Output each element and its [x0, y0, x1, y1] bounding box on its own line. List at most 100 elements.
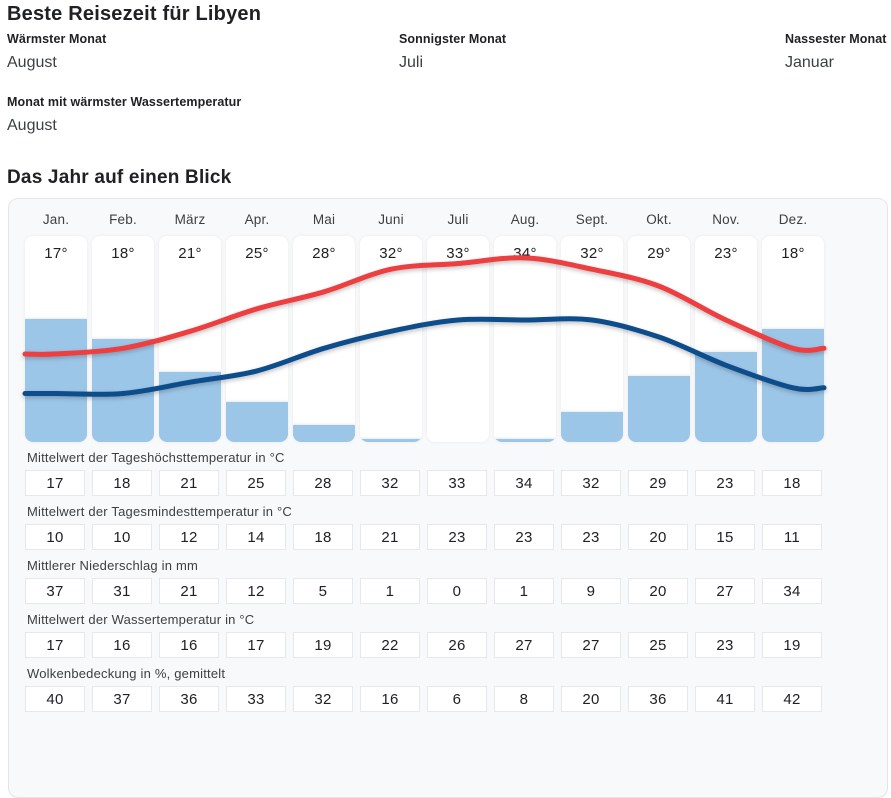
month-label: Mai [312, 212, 336, 227]
month-max-temp-label: 23° [714, 245, 738, 262]
month-column: 23° [695, 236, 757, 442]
precipitation-bar [159, 372, 221, 442]
month-max-temp-label: 29° [647, 245, 671, 262]
table-cell: 27 [695, 578, 755, 604]
table-cell: 27 [561, 632, 621, 658]
table-cell: 23 [494, 524, 554, 550]
month-column: 32° [561, 236, 623, 442]
table-cell: 18 [762, 470, 822, 496]
month-label: Juli [447, 212, 469, 227]
table-cell: 26 [427, 632, 487, 658]
stat-wettest-month: Nassester Monat Januar [785, 32, 891, 74]
month-label: Aug. [510, 212, 540, 227]
stat-value: Januar [785, 54, 834, 71]
table-cell: 23 [695, 470, 755, 496]
table-cell: 10 [92, 524, 152, 550]
table-row-label: Mittelwert der Tageshöchsttemperatur in … [27, 450, 285, 465]
table-cell: 25 [628, 632, 688, 658]
stat-value: August [7, 117, 57, 134]
table-cell: 19 [762, 632, 822, 658]
table-cell: 9 [561, 578, 621, 604]
precipitation-bar [561, 412, 623, 442]
table-cell: 23 [561, 524, 621, 550]
month-max-temp-label: 28° [312, 245, 336, 262]
month-max-temp-label: 21° [178, 245, 202, 262]
month-max-temp-label: 32° [580, 245, 604, 262]
table-section: Wolkenbedeckung in %, gemittelt 40 37 36 33 3… [25, 666, 887, 712]
table-cell: 1 [360, 578, 420, 604]
table-cell: 17 [226, 632, 286, 658]
table-cell: 21 [360, 524, 420, 550]
precipitation-bar [762, 329, 824, 442]
precipitation-bar [695, 352, 757, 442]
month-max-temp-label: 17° [44, 245, 68, 262]
table-cell: 23 [695, 632, 755, 658]
table-cell: 12 [159, 524, 219, 550]
climate-chart-card: Jan. Feb. März Apr. Mai Juni Juli Aug. Sept. Okt.… [8, 198, 888, 798]
table-cell: 18 [293, 524, 353, 550]
table-cell: 37 [25, 578, 85, 604]
month-label: Okt. [646, 212, 672, 227]
table-cell: 37 [92, 686, 152, 712]
table-cell: 0 [427, 578, 487, 604]
precipitation-bar [25, 319, 87, 442]
table-cell: 33 [226, 686, 286, 712]
best-time-stats: Wärmster Monat August Sonnigster Monat J… [7, 32, 891, 137]
table-cell: 5 [293, 578, 353, 604]
table-cell: 12 [226, 578, 286, 604]
precipitation-bar [92, 339, 154, 442]
table-row-label: Mittlerer Niederschlag in mm [27, 558, 199, 573]
table-cell: 34 [494, 470, 554, 496]
month-labels-row: Jan. Feb. März Apr. Mai Juni Juli Aug. Sept. Okt.… [9, 199, 887, 236]
table-cell: 32 [561, 470, 621, 496]
table-cell: 36 [628, 686, 688, 712]
table-cell: 28 [293, 470, 353, 496]
month-max-temp-label: 33° [446, 245, 470, 262]
table-cell: 16 [360, 686, 420, 712]
table-cell: 32 [293, 686, 353, 712]
month-max-temp-label: 18° [111, 245, 135, 262]
month-column: 33° [427, 236, 489, 442]
page-title: Beste Reisezeit für Libyen [7, 3, 262, 25]
table-cell: 31 [92, 578, 152, 604]
precipitation-bar [293, 425, 355, 442]
stat-label: Nassester Monat [785, 32, 887, 46]
table-cell: 23 [427, 524, 487, 550]
month-label: Apr. [244, 212, 270, 227]
table-row: 37 31 21 12 5 1 0 1 9 20 27 34 [25, 578, 887, 604]
month-column: 25° [226, 236, 288, 442]
month-max-temp-label: 32° [379, 245, 403, 262]
table-cell: 1 [494, 578, 554, 604]
month-max-temp-label: 25° [245, 245, 269, 262]
climate-chart: 17° 18° 21° 25° 28° 32° 33° 34° 32° 29° 23° 18° [22, 236, 827, 442]
table-cell: 18 [92, 470, 152, 496]
month-column: 28° [293, 236, 355, 442]
table-cell: 27 [494, 632, 554, 658]
table-cell: 10 [25, 524, 85, 550]
table-section: Mittelwert der Tageshöchsttemperatur in … [25, 450, 887, 496]
stat-warmest-water-month: Monat mit wärmster Wassertemperatur Augu… [7, 95, 399, 137]
table-cell: 20 [628, 578, 688, 604]
month-column: 34° [494, 236, 556, 442]
stat-sunniest-month: Sonnigster Monat Juli [399, 32, 785, 74]
table-cell: 20 [628, 524, 688, 550]
table-cell: 21 [159, 470, 219, 496]
table-cell: 25 [226, 470, 286, 496]
month-label: Dez. [778, 212, 808, 227]
table-row: 17 18 21 25 28 32 33 34 32 29 23 18 [25, 470, 887, 496]
month-label: Juni [378, 212, 404, 227]
table-section: Mittlerer Niederschlag in mm 37 31 21 12 5 1 0 1… [25, 558, 887, 604]
month-label: Sept. [575, 212, 609, 227]
table-section: Mittelwert der Tagesmindesttemperatur in… [25, 504, 887, 550]
table-cell: 34 [762, 578, 822, 604]
table-cell: 41 [695, 686, 755, 712]
table-row: 40 37 36 33 32 16 6 8 20 36 41 42 [25, 686, 887, 712]
table-cell: 19 [293, 632, 353, 658]
month-column: 18° [92, 236, 154, 442]
table-cell: 11 [762, 524, 822, 550]
table-cell: 42 [762, 686, 822, 712]
table-row: 10 10 12 14 18 21 23 23 23 20 15 11 [25, 524, 887, 550]
table-row-label: Wolkenbedeckung in %, gemittelt [27, 666, 226, 681]
stat-label: Wärmster Monat [7, 32, 107, 46]
month-column: 17° [25, 236, 87, 442]
